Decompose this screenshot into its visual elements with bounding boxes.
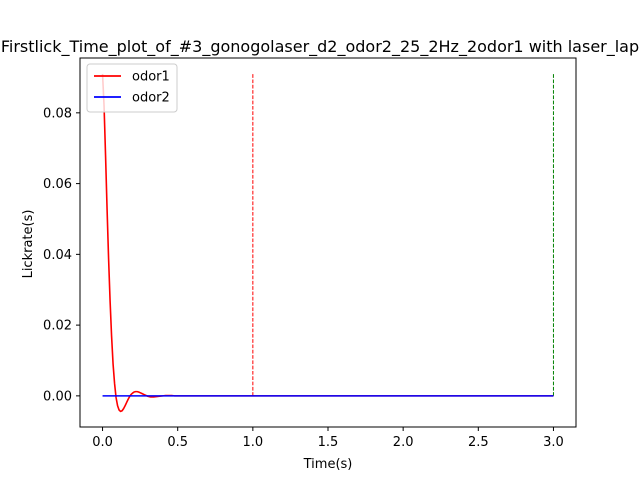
x-axis-label: Time(s) <box>303 457 353 472</box>
y-tick-label: 0.06 <box>43 177 72 192</box>
y-tick-label: 0.08 <box>43 106 72 121</box>
x-tick-label: 1.0 <box>243 435 264 450</box>
legend-label-odor2: odor2 <box>132 91 170 106</box>
legend: odor1 odor2 <box>86 63 178 113</box>
x-tick-label: 0.0 <box>92 435 113 450</box>
y-tick-label: 0.02 <box>43 319 72 334</box>
series-lines <box>101 73 554 413</box>
reference-lines <box>252 73 554 396</box>
x-tick-label: 0.5 <box>167 435 188 450</box>
x-tick-label: 2.5 <box>468 435 489 450</box>
y-axis: 0.00 0.02 0.04 0.06 0.08 <box>43 106 80 404</box>
x-tick-label: 1.5 <box>318 435 339 450</box>
x-tick-label: 2.0 <box>393 435 414 450</box>
y-tick-label: 0.04 <box>43 248 72 263</box>
y-axis-label: Lickrate(s) <box>21 210 36 279</box>
x-tick-label: 3.0 <box>543 435 564 450</box>
plot-area <box>79 57 577 428</box>
y-tick-label: 0.00 <box>43 389 72 404</box>
legend-label-odor1: odor1 <box>132 70 170 85</box>
chart-title: Firstlick_Time_plot_of_#3_gonogolaser_d2… <box>1 37 639 57</box>
x-axis: 0.0 0.5 1.0 1.5 2.0 2.5 3.0 <box>92 427 564 450</box>
